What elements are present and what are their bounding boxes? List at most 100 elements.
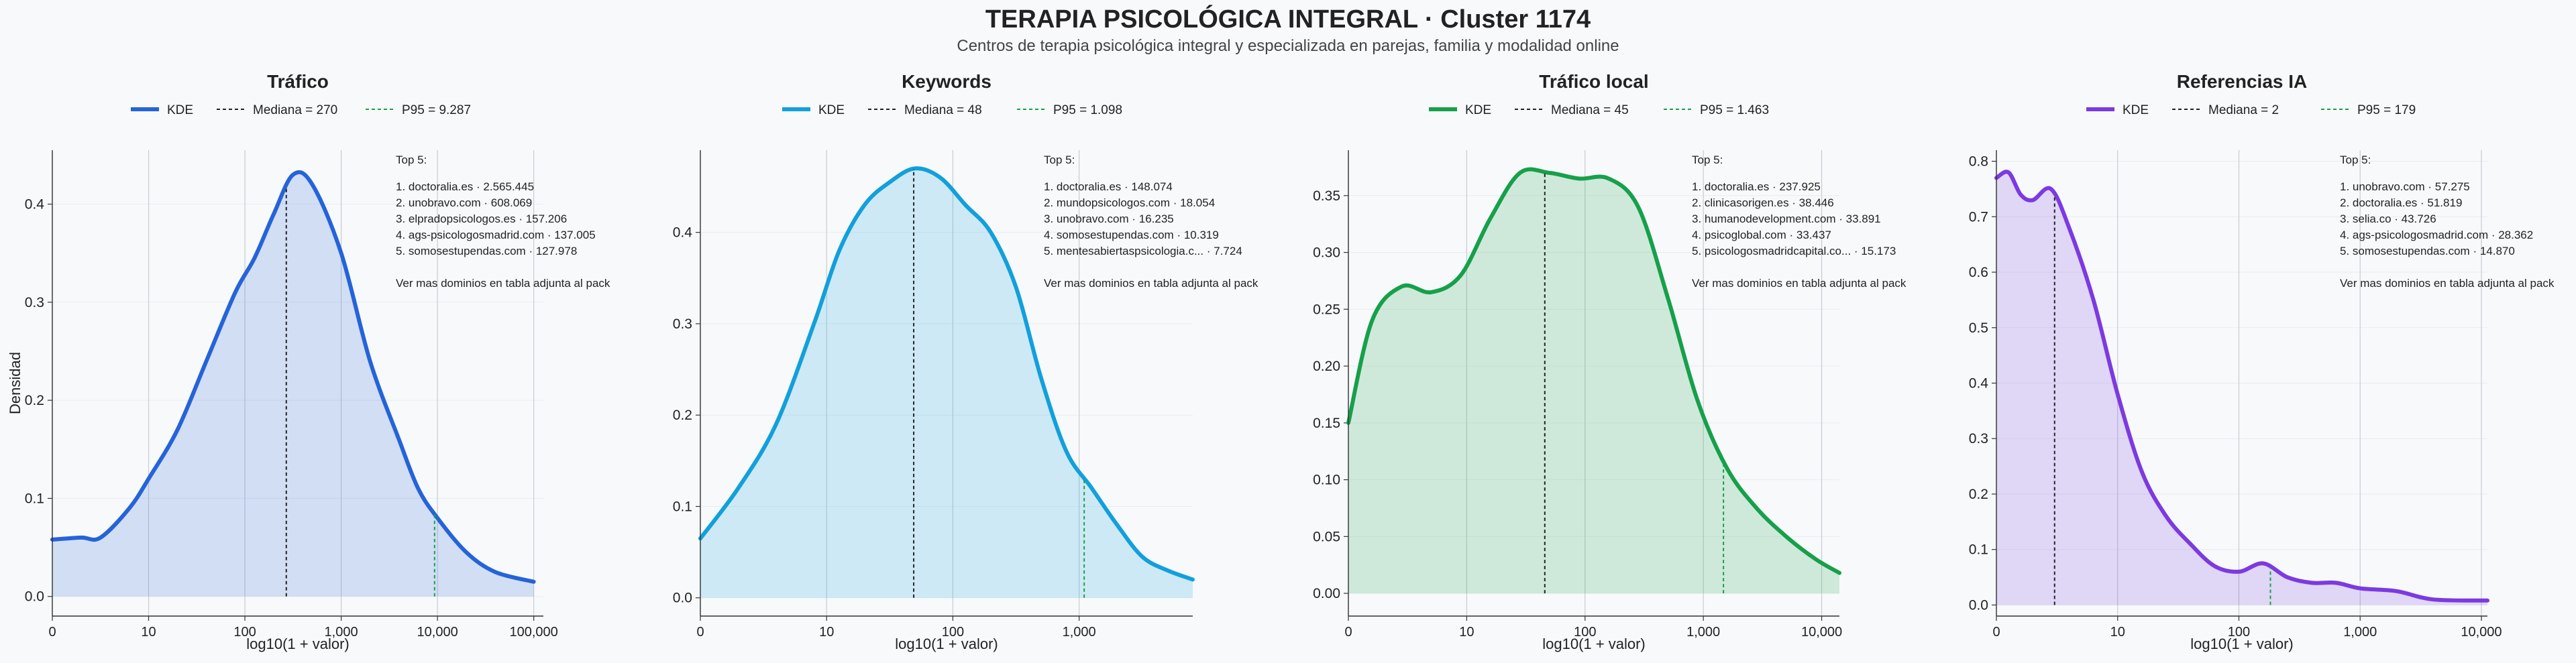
legend-kde-label: KDE — [1465, 103, 1491, 117]
chart-title: Keywords — [902, 71, 991, 92]
x-tick-label: 100 — [233, 625, 256, 640]
top5-item: 1. doctoralia.es · 2.565.445 — [396, 180, 534, 193]
x-tick-label: 0 — [1344, 625, 1352, 640]
y-tick-label: 0.25 — [1313, 302, 1340, 317]
y-tick-label: 0.2 — [25, 393, 44, 408]
kde-area — [1996, 172, 2487, 605]
y-tick-label: 0.3 — [1969, 431, 1988, 446]
x-tick-label: 0 — [696, 625, 704, 640]
x-tick-label: 1,000 — [1686, 625, 1720, 640]
top5-note: Ver mas dominios en tabla adjunta al pac… — [396, 277, 610, 290]
y-tick-label: 0.6 — [1969, 265, 1988, 280]
y-tick-label: 0.05 — [1313, 529, 1340, 544]
chart-panel-2: Keywords KDE Mediana = 48 P95 = 1.098 0.0 0.1… — [673, 71, 1258, 652]
legend-kde-label: KDE — [2123, 103, 2149, 117]
top5-item: 1. unobravo.com · 57.275 — [2340, 180, 2470, 193]
y-tick-label: 0.35 — [1313, 188, 1340, 204]
x-axis-label: log10(1 + valor) — [2190, 636, 2293, 652]
y-tick-label: 0.3 — [673, 316, 692, 332]
x-tick-label: 10 — [819, 625, 834, 640]
y-axis-label: Densidad — [7, 352, 23, 414]
top5-item: 2. clinicasorigen.es · 38.446 — [1692, 196, 1834, 209]
y-tick-label: 0.2 — [1969, 487, 1988, 502]
top5-item: 4. ags-psicologosmadrid.com · 28.362 — [2340, 229, 2533, 241]
top5-item: 3. selia.co · 43.726 — [2340, 213, 2436, 225]
chart-panel-1: Tráfico KDE Mediana = 270 P95 = 9.287 0.0 0.1… — [7, 71, 610, 652]
x-tick-label: 10,000 — [1801, 625, 1842, 640]
y-tick-label: 0.4 — [673, 225, 693, 241]
top5-note: Ver mas dominios en tabla adjunta al pac… — [2340, 277, 2555, 290]
chart-panel-4: Referencias IA KDE Mediana = 2 P95 = 179 0.0… — [1969, 71, 2555, 652]
y-tick-label: 0.7 — [1969, 209, 1988, 225]
chart-title: Tráfico — [267, 71, 329, 92]
top5-item: 3. unobravo.com · 16.235 — [1044, 213, 1174, 225]
top5-title: Top 5: — [1044, 154, 1075, 166]
chart-panel-3: Tráfico local KDE Mediana = 45 P95 = 1.463 0… — [1313, 71, 1907, 652]
y-tick-label: 0.4 — [25, 196, 45, 212]
kde-line — [1994, 170, 2489, 603]
legend-median-label: Mediana = 48 — [904, 103, 982, 117]
top5-item: 2. mundopsicologos.com · 18.054 — [1044, 196, 1215, 209]
legend-kde-label: KDE — [818, 103, 845, 117]
legend-p95-label: P95 = 1.098 — [1053, 103, 1122, 117]
kde-area — [1348, 169, 1839, 594]
top5-item: 2. doctoralia.es · 51.819 — [2340, 196, 2462, 209]
top5-item: 1. doctoralia.es · 148.074 — [1044, 180, 1173, 193]
legend-median-label: Mediana = 2 — [2208, 103, 2279, 117]
top5-item: 1. doctoralia.es · 237.925 — [1692, 180, 1821, 193]
y-tick-label: 0.0 — [1969, 597, 1988, 613]
x-tick-label: 1,000 — [325, 625, 358, 640]
legend-median-label: Mediana = 270 — [253, 103, 337, 117]
x-tick-label: 10 — [141, 625, 156, 640]
chart-title: Tráfico local — [1539, 71, 1648, 92]
x-tick-label: 0 — [48, 625, 56, 640]
y-tick-label: 0.1 — [25, 491, 44, 506]
page-title: TERAPIA PSICOLÓGICA INTEGRAL · Cluster 1… — [985, 5, 1591, 34]
x-tick-label: 10 — [1459, 625, 1474, 640]
top5-item: 4. psicoglobal.com · 33.437 — [1692, 229, 1831, 241]
x-tick-label: 1,000 — [2343, 625, 2377, 640]
legend-median-label: Mediana = 45 — [1551, 103, 1629, 117]
y-tick-label: 0.5 — [1969, 320, 1988, 336]
kde-line — [1346, 167, 1841, 575]
x-tick-label: 100 — [942, 625, 964, 640]
top5-item: 5. somosestupendas.com · 14.870 — [2340, 245, 2515, 257]
x-tick-label: 1,000 — [1063, 625, 1096, 640]
top5-item: 3. elpradopsicologos.es · 157.206 — [396, 213, 567, 225]
legend-p95-label: P95 = 1.463 — [1700, 103, 1769, 117]
top5-item: 5. psicologosmadridcapital.co... · 15.17… — [1692, 245, 1896, 257]
x-tick-label: 100 — [1574, 625, 1596, 640]
page-subtitle: Centros de terapia psicológica integral … — [957, 37, 1619, 55]
top5-item: 4. ags-psicologosmadrid.com · 137.005 — [396, 229, 596, 241]
y-tick-label: 0.15 — [1313, 416, 1340, 431]
y-tick-label: 0.4 — [1969, 376, 1989, 391]
top5-item: 5. mentesabiertaspsicologia.c... · 7.724 — [1044, 245, 1242, 257]
x-tick-label: 0 — [1992, 625, 2000, 640]
y-tick-label: 0.1 — [673, 499, 692, 514]
kde-line — [50, 170, 536, 584]
x-axis-label: log10(1 + valor) — [1542, 636, 1645, 652]
chart-title: Referencias IA — [2177, 71, 2308, 92]
x-tick-label: 100 — [2228, 625, 2250, 640]
kde-area — [52, 172, 534, 597]
x-tick-label: 10 — [2110, 625, 2125, 640]
kde-area — [700, 168, 1193, 598]
x-tick-label: 10,000 — [417, 625, 458, 640]
y-tick-label: 0.10 — [1313, 473, 1340, 488]
y-tick-label: 0.20 — [1313, 359, 1340, 374]
top5-item: 5. somosestupendas.com · 127.978 — [396, 245, 577, 257]
y-tick-label: 0.0 — [673, 591, 692, 606]
top5-item: 4. somosestupendas.com · 10.319 — [1044, 229, 1219, 241]
y-tick-label: 0.30 — [1313, 245, 1340, 261]
top5-title: Top 5: — [2340, 154, 2371, 166]
y-tick-label: 0.3 — [25, 295, 44, 310]
x-axis-label: log10(1 + valor) — [895, 636, 998, 652]
top5-title: Top 5: — [1692, 154, 1723, 166]
legend-kde-label: KDE — [167, 103, 193, 117]
kde-line — [698, 166, 1195, 582]
top5-title: Top 5: — [396, 154, 427, 166]
x-tick-label: 10,000 — [2461, 625, 2502, 640]
y-tick-label: 0.1 — [1969, 542, 1988, 558]
